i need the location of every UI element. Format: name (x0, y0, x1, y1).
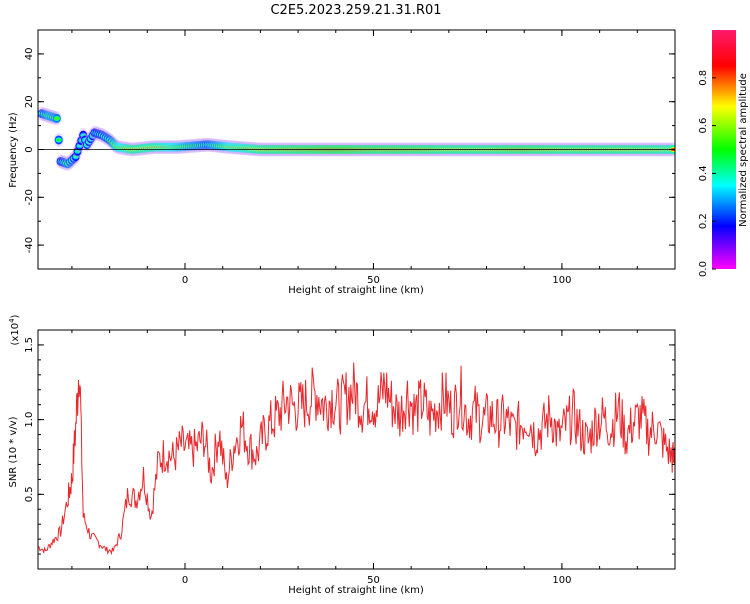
figure-title: C2E5.2023.259.21.31.R01 (270, 3, 441, 18)
snr-y-multiplier: (x104) (8, 314, 21, 345)
spectrogram-cell-core (54, 117, 60, 120)
y-tick-label: 0 (24, 146, 35, 152)
spectrogram-cell-core (76, 144, 82, 148)
spectrogram-cell-core (73, 155, 79, 158)
spectrogram-y-ticks: -40 -20 0 20 40 (24, 29, 675, 270)
y-tick-label: 20 (24, 95, 35, 108)
spectrogram-panel: 0 50 100 -40 -20 0 20 40 Height of straight li… (8, 29, 676, 296)
snr-y-label: SNR (10 * v/v) (8, 416, 19, 487)
colorbar-tick-label: 0.8 (698, 70, 709, 86)
colorbar-tick-label: 0.4 (698, 165, 709, 181)
colorbar-tick-label: 0.2 (698, 213, 709, 229)
y-tick-label: 40 (24, 48, 35, 61)
spectrogram-marks (38, 106, 675, 171)
y-tick-label: -40 (24, 237, 35, 253)
x-tick-label: 0 (182, 575, 188, 586)
colorbar-label: Normalized spectral amplitude (738, 73, 749, 227)
colorbar-gradient (712, 30, 736, 269)
spectrogram-cell-core (56, 138, 62, 142)
snr-panel: 0 50 100 0.5 1.0 1.5 Height of straight line… (8, 314, 676, 596)
x-tick-label: 100 (552, 575, 571, 586)
colorbar-tick-label: 0.0 (698, 261, 709, 277)
colorbar-ticks: 0.0 0.2 0.4 0.6 0.8 (698, 70, 716, 277)
x-tick-label: 50 (367, 275, 380, 286)
snr-x-label: Height of straight line (km) (288, 585, 424, 596)
y-tick-label: 1.0 (24, 412, 35, 428)
y-tick-label: 0.5 (24, 486, 35, 502)
spectrogram-x-ticks: 0 50 100 (71, 30, 676, 286)
spectrogram-x-label: Height of straight line (km) (288, 285, 424, 296)
snr-series-line (38, 362, 675, 556)
x-tick-label: 100 (552, 275, 571, 286)
snr-x-ticks: 0 50 100 (71, 330, 676, 586)
x-tick-label: 50 (367, 575, 380, 586)
colorbar-tick-label: 0.6 (698, 118, 709, 134)
spectrogram-cell-core (75, 149, 81, 153)
colorbar: 0.0 0.2 0.4 0.6 0.8 Normalized spectral ampl… (698, 30, 749, 277)
spectrogram-y-label: Frequency (Hz) (8, 112, 19, 188)
y-tick-label: 1.5 (24, 337, 35, 353)
snr-frame (37, 329, 676, 570)
x-tick-label: 0 (182, 275, 188, 286)
y-tick-label: -20 (24, 189, 35, 205)
snr-y-ticks: 0.5 1.0 1.5 (24, 329, 675, 555)
